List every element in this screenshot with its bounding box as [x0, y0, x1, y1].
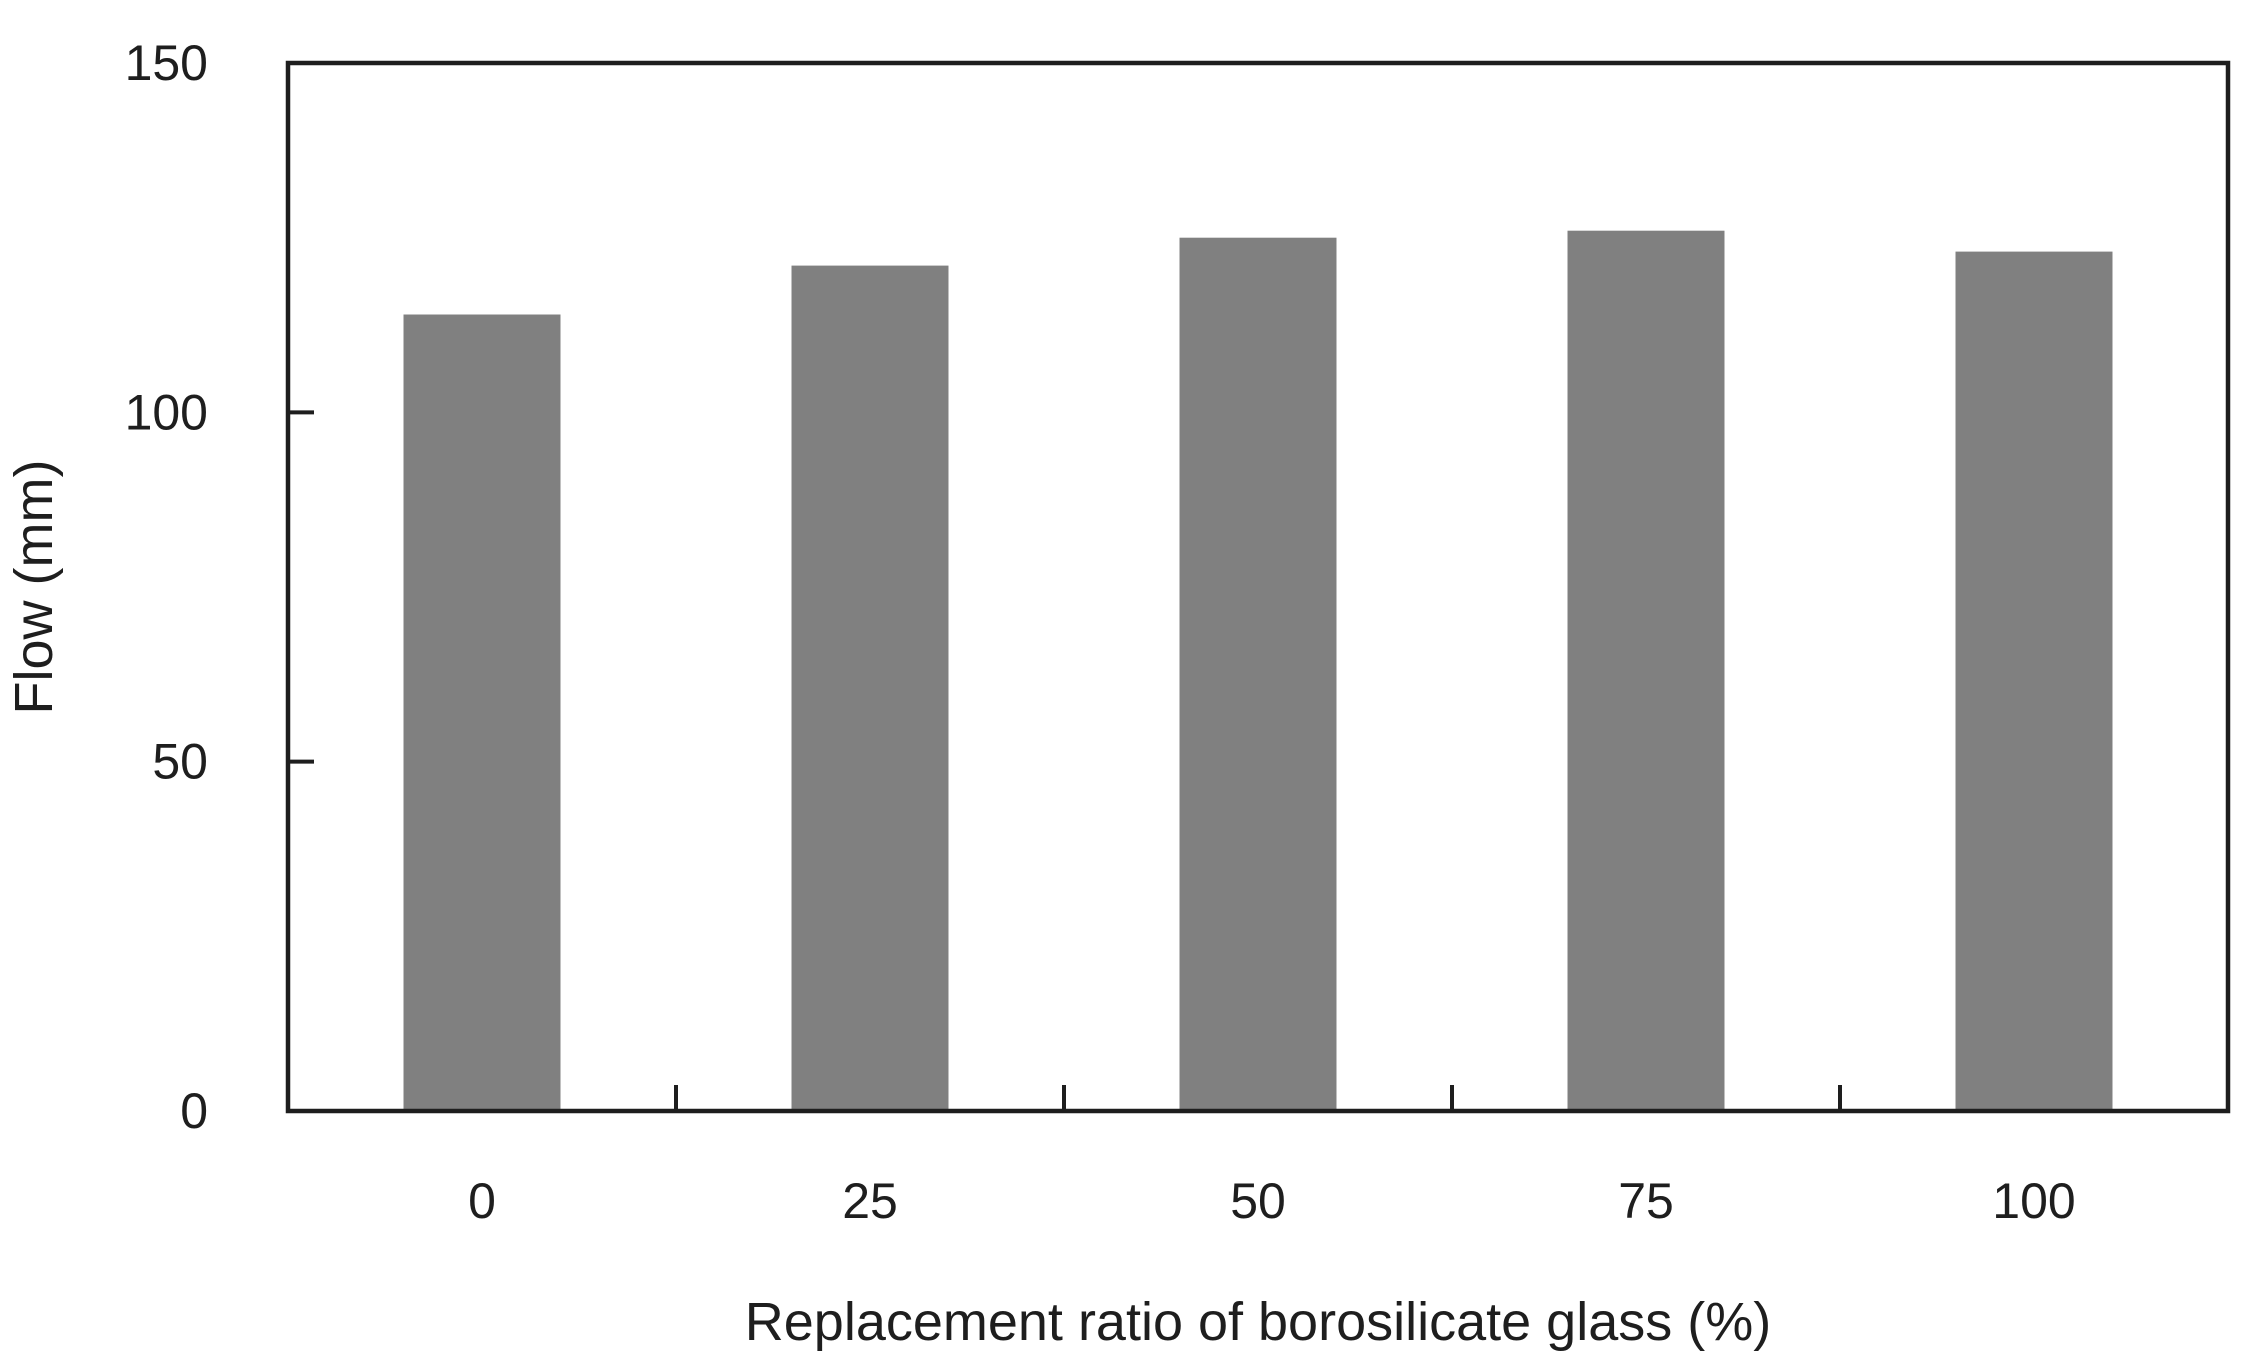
bar-100 — [1955, 251, 2113, 1112]
y-tick-label-50: 50 — [152, 734, 208, 790]
y-axis-ticks: 0 50 100 150 — [125, 35, 314, 1139]
bars-group — [403, 230, 2113, 1112]
y-tick-label-150: 150 — [125, 35, 208, 91]
x-tick-label-100: 100 — [1992, 1173, 2075, 1229]
bar-25 — [791, 265, 949, 1112]
plot-frame — [285, 60, 2231, 1114]
y-tick-label-0: 0 — [180, 1083, 208, 1139]
y-axis-title: Flow (mm) — [4, 460, 64, 715]
x-tick-label-50: 50 — [1230, 1173, 1286, 1229]
x-tick-label-75: 75 — [1618, 1173, 1674, 1229]
bar-50 — [1179, 237, 1337, 1111]
x-tick-label-25: 25 — [842, 1173, 898, 1229]
x-axis-ticks: 0 25 50 75 100 — [468, 1085, 2076, 1229]
bar-0 — [403, 314, 561, 1111]
bar-75 — [1567, 230, 1725, 1111]
x-tick-label-0: 0 — [468, 1173, 496, 1229]
y-tick-label-100: 100 — [125, 384, 208, 440]
x-axis-title: Replacement ratio of borosilicate glass … — [745, 1292, 1771, 1352]
